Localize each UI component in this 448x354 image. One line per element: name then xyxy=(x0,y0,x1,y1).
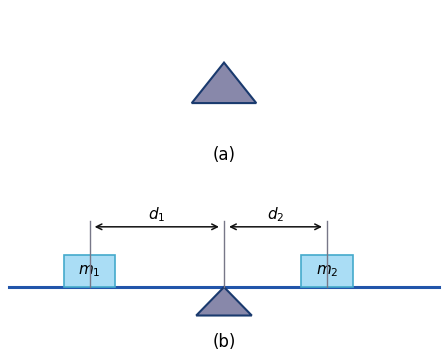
Polygon shape xyxy=(192,63,256,103)
Bar xyxy=(302,255,353,287)
Polygon shape xyxy=(196,287,252,315)
Bar xyxy=(64,255,116,287)
Text: $m_2$: $m_2$ xyxy=(316,263,338,279)
Text: $d_2$: $d_2$ xyxy=(267,205,284,224)
Text: (b): (b) xyxy=(212,333,236,351)
Text: (a): (a) xyxy=(212,145,236,164)
Text: $m_1$: $m_1$ xyxy=(78,263,101,279)
Text: $d_1$: $d_1$ xyxy=(148,205,165,224)
